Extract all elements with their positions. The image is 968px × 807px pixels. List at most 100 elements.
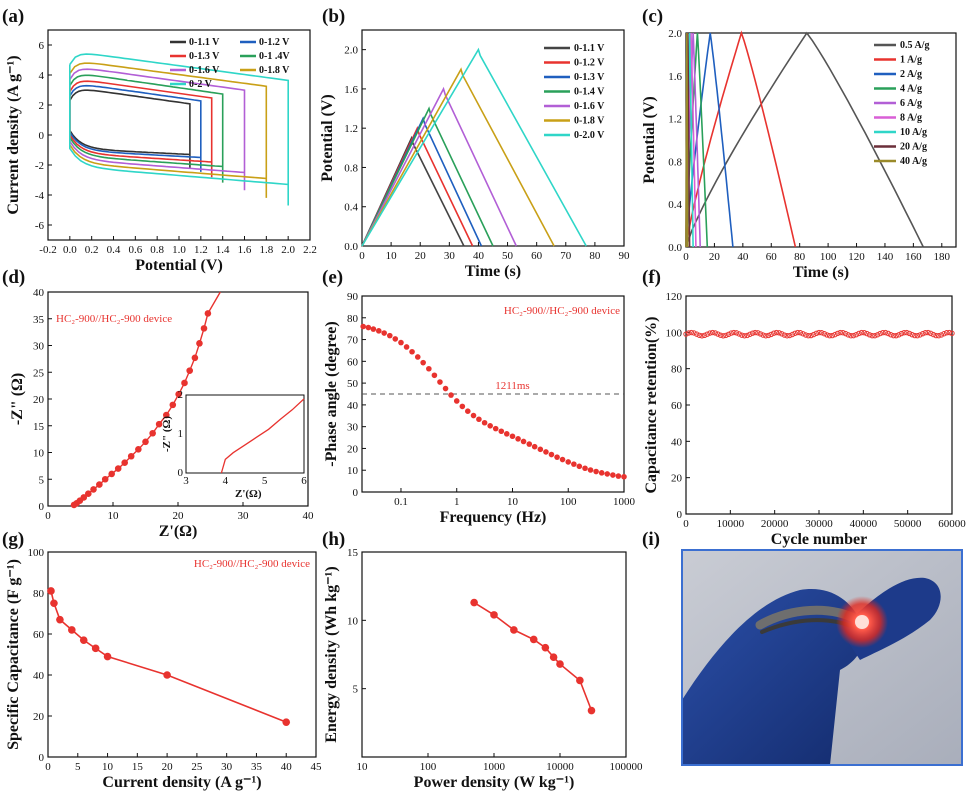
y-tick-label: 1.6 <box>344 84 358 96</box>
ragone-point <box>587 706 596 715</box>
capacitance-point <box>50 599 58 608</box>
capacitance-point <box>91 644 100 653</box>
y-axis-label: -Phase angle (degree) <box>323 321 340 466</box>
photo-frame <box>681 549 963 766</box>
retention-point <box>818 330 825 336</box>
ragone-point <box>556 660 564 668</box>
y-tick-label: 100 <box>666 327 683 339</box>
retention-point <box>928 330 934 337</box>
y-tick-label: 0 <box>39 752 45 764</box>
x-tick-label: 10 <box>357 761 369 773</box>
legend-label: 0-1.3 V <box>189 51 220 62</box>
phase-point <box>503 431 510 437</box>
retention-point <box>757 331 764 337</box>
panel-label-c: (c) <box>642 6 663 27</box>
retention-point <box>866 332 873 338</box>
plot-frame-g <box>47 551 317 758</box>
gcd-curve <box>361 67 555 247</box>
legend-label: 0-1.6 V <box>574 101 605 112</box>
ragone-point <box>541 643 550 652</box>
phase-point <box>615 473 622 479</box>
retention-point <box>691 330 697 336</box>
retention-point <box>885 330 891 337</box>
y-tick-label: 0 <box>353 487 359 499</box>
y-tick-label: 10 <box>347 465 359 477</box>
capacitance-point <box>103 652 112 661</box>
phase-point <box>509 433 516 440</box>
capacitance-point <box>68 626 76 634</box>
phase-point <box>492 425 499 432</box>
y-tick-label: 1.2 <box>344 123 358 135</box>
retention-point <box>874 332 881 338</box>
x-tick-label: 35 <box>251 761 263 773</box>
nyquist-point <box>114 465 122 472</box>
phase-point <box>621 473 627 480</box>
x-tick-label: -0.2 <box>39 244 56 256</box>
retention-point <box>888 332 894 338</box>
phase-point <box>598 470 605 476</box>
phase-point <box>582 465 588 472</box>
y-tick-label: 2 <box>39 100 45 112</box>
x-tick-label: 10 <box>108 510 120 522</box>
x-tick-label: 60 <box>531 250 543 262</box>
phase-point <box>604 471 611 477</box>
retention-point <box>701 332 708 339</box>
retention-point <box>941 331 947 337</box>
ragone-point <box>510 626 518 634</box>
phase-point <box>587 467 594 473</box>
nyquist-point <box>101 475 109 483</box>
retention-point <box>904 329 910 336</box>
x-tick-label: 100 <box>420 761 437 773</box>
retention-point <box>699 333 705 339</box>
panel-label-b: (b) <box>322 6 345 27</box>
x-tick-label: 10 <box>507 496 519 508</box>
phase-point <box>448 392 454 398</box>
legend-label: 0-1.2 V <box>574 58 605 69</box>
x-tick-label: 40000 <box>850 518 878 530</box>
y-tick-label: -4 <box>35 190 45 202</box>
x-tick-label: 70 <box>560 250 572 262</box>
phase-point <box>386 332 393 339</box>
x-tick-label: 2.2 <box>303 244 317 256</box>
phase-point <box>548 451 555 458</box>
retention-point <box>842 330 849 337</box>
inset-y-tick: 0 <box>178 467 184 479</box>
x-axis-label: Power density (W kg⁻¹) <box>414 774 575 791</box>
retention-point <box>901 329 907 336</box>
gcd-curve <box>361 47 587 247</box>
retention-point <box>893 332 899 339</box>
legend-label: 6 A/g <box>900 98 922 109</box>
y-axis-label: Specific Capacitance (F g⁻¹) <box>5 559 22 750</box>
retention-point <box>826 333 833 339</box>
legend-label: 0-2 V <box>189 79 213 90</box>
nyquist-point <box>204 310 212 317</box>
inset-x-tick: 4 <box>223 475 229 487</box>
phase-point <box>576 463 583 470</box>
axes-h: 10 100 1000 10000 100000 5 10 15 Power density (… <box>323 547 643 791</box>
retention-point <box>696 332 702 338</box>
y-tick-label: 6 <box>39 40 45 52</box>
device-annotation: HC₂-900//HC₂-900 device <box>194 558 310 570</box>
retention-point <box>856 330 862 337</box>
y-tick-label: 25 <box>33 367 45 379</box>
phase-point <box>437 379 443 385</box>
nyquist-point <box>96 481 103 488</box>
retention-point <box>779 331 785 337</box>
x-axis-label: Cycle number <box>771 531 867 548</box>
retention-point <box>683 331 689 337</box>
y-tick-label: 0 <box>677 509 683 521</box>
nyquist-point <box>196 340 203 347</box>
retention-point <box>760 332 766 338</box>
retention-point <box>749 330 756 336</box>
nyquist-point <box>121 459 128 466</box>
phase-point <box>453 398 460 404</box>
plot-frame-f <box>685 295 953 515</box>
retention-point <box>821 330 828 337</box>
inset-line <box>220 398 305 474</box>
y-tick-label: 80 <box>347 313 359 325</box>
y-tick-label: 20 <box>671 473 683 485</box>
x-axis-label: Z'(Ω) <box>159 523 198 540</box>
x-tick-label: 10000 <box>546 761 574 773</box>
retention-point <box>906 330 913 337</box>
